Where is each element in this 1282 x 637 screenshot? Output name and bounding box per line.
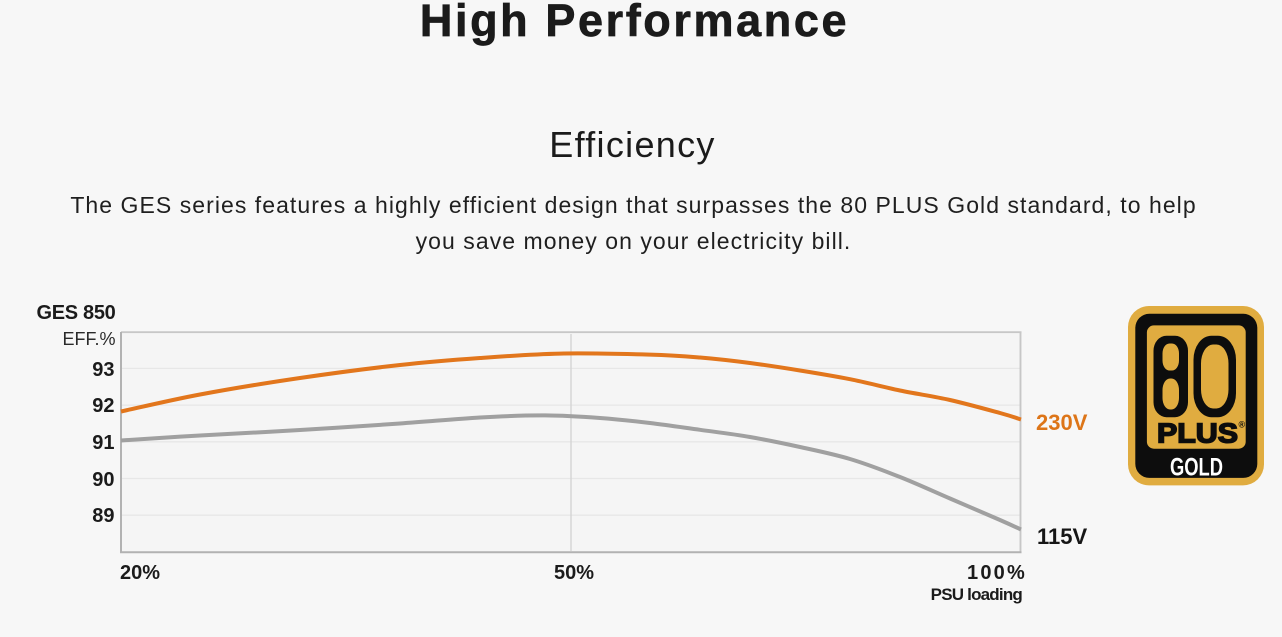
svg-text:PLUS: PLUS <box>1157 418 1238 449</box>
svg-text:®: ® <box>1238 420 1245 430</box>
svg-text:GOLD: GOLD <box>1170 454 1223 482</box>
